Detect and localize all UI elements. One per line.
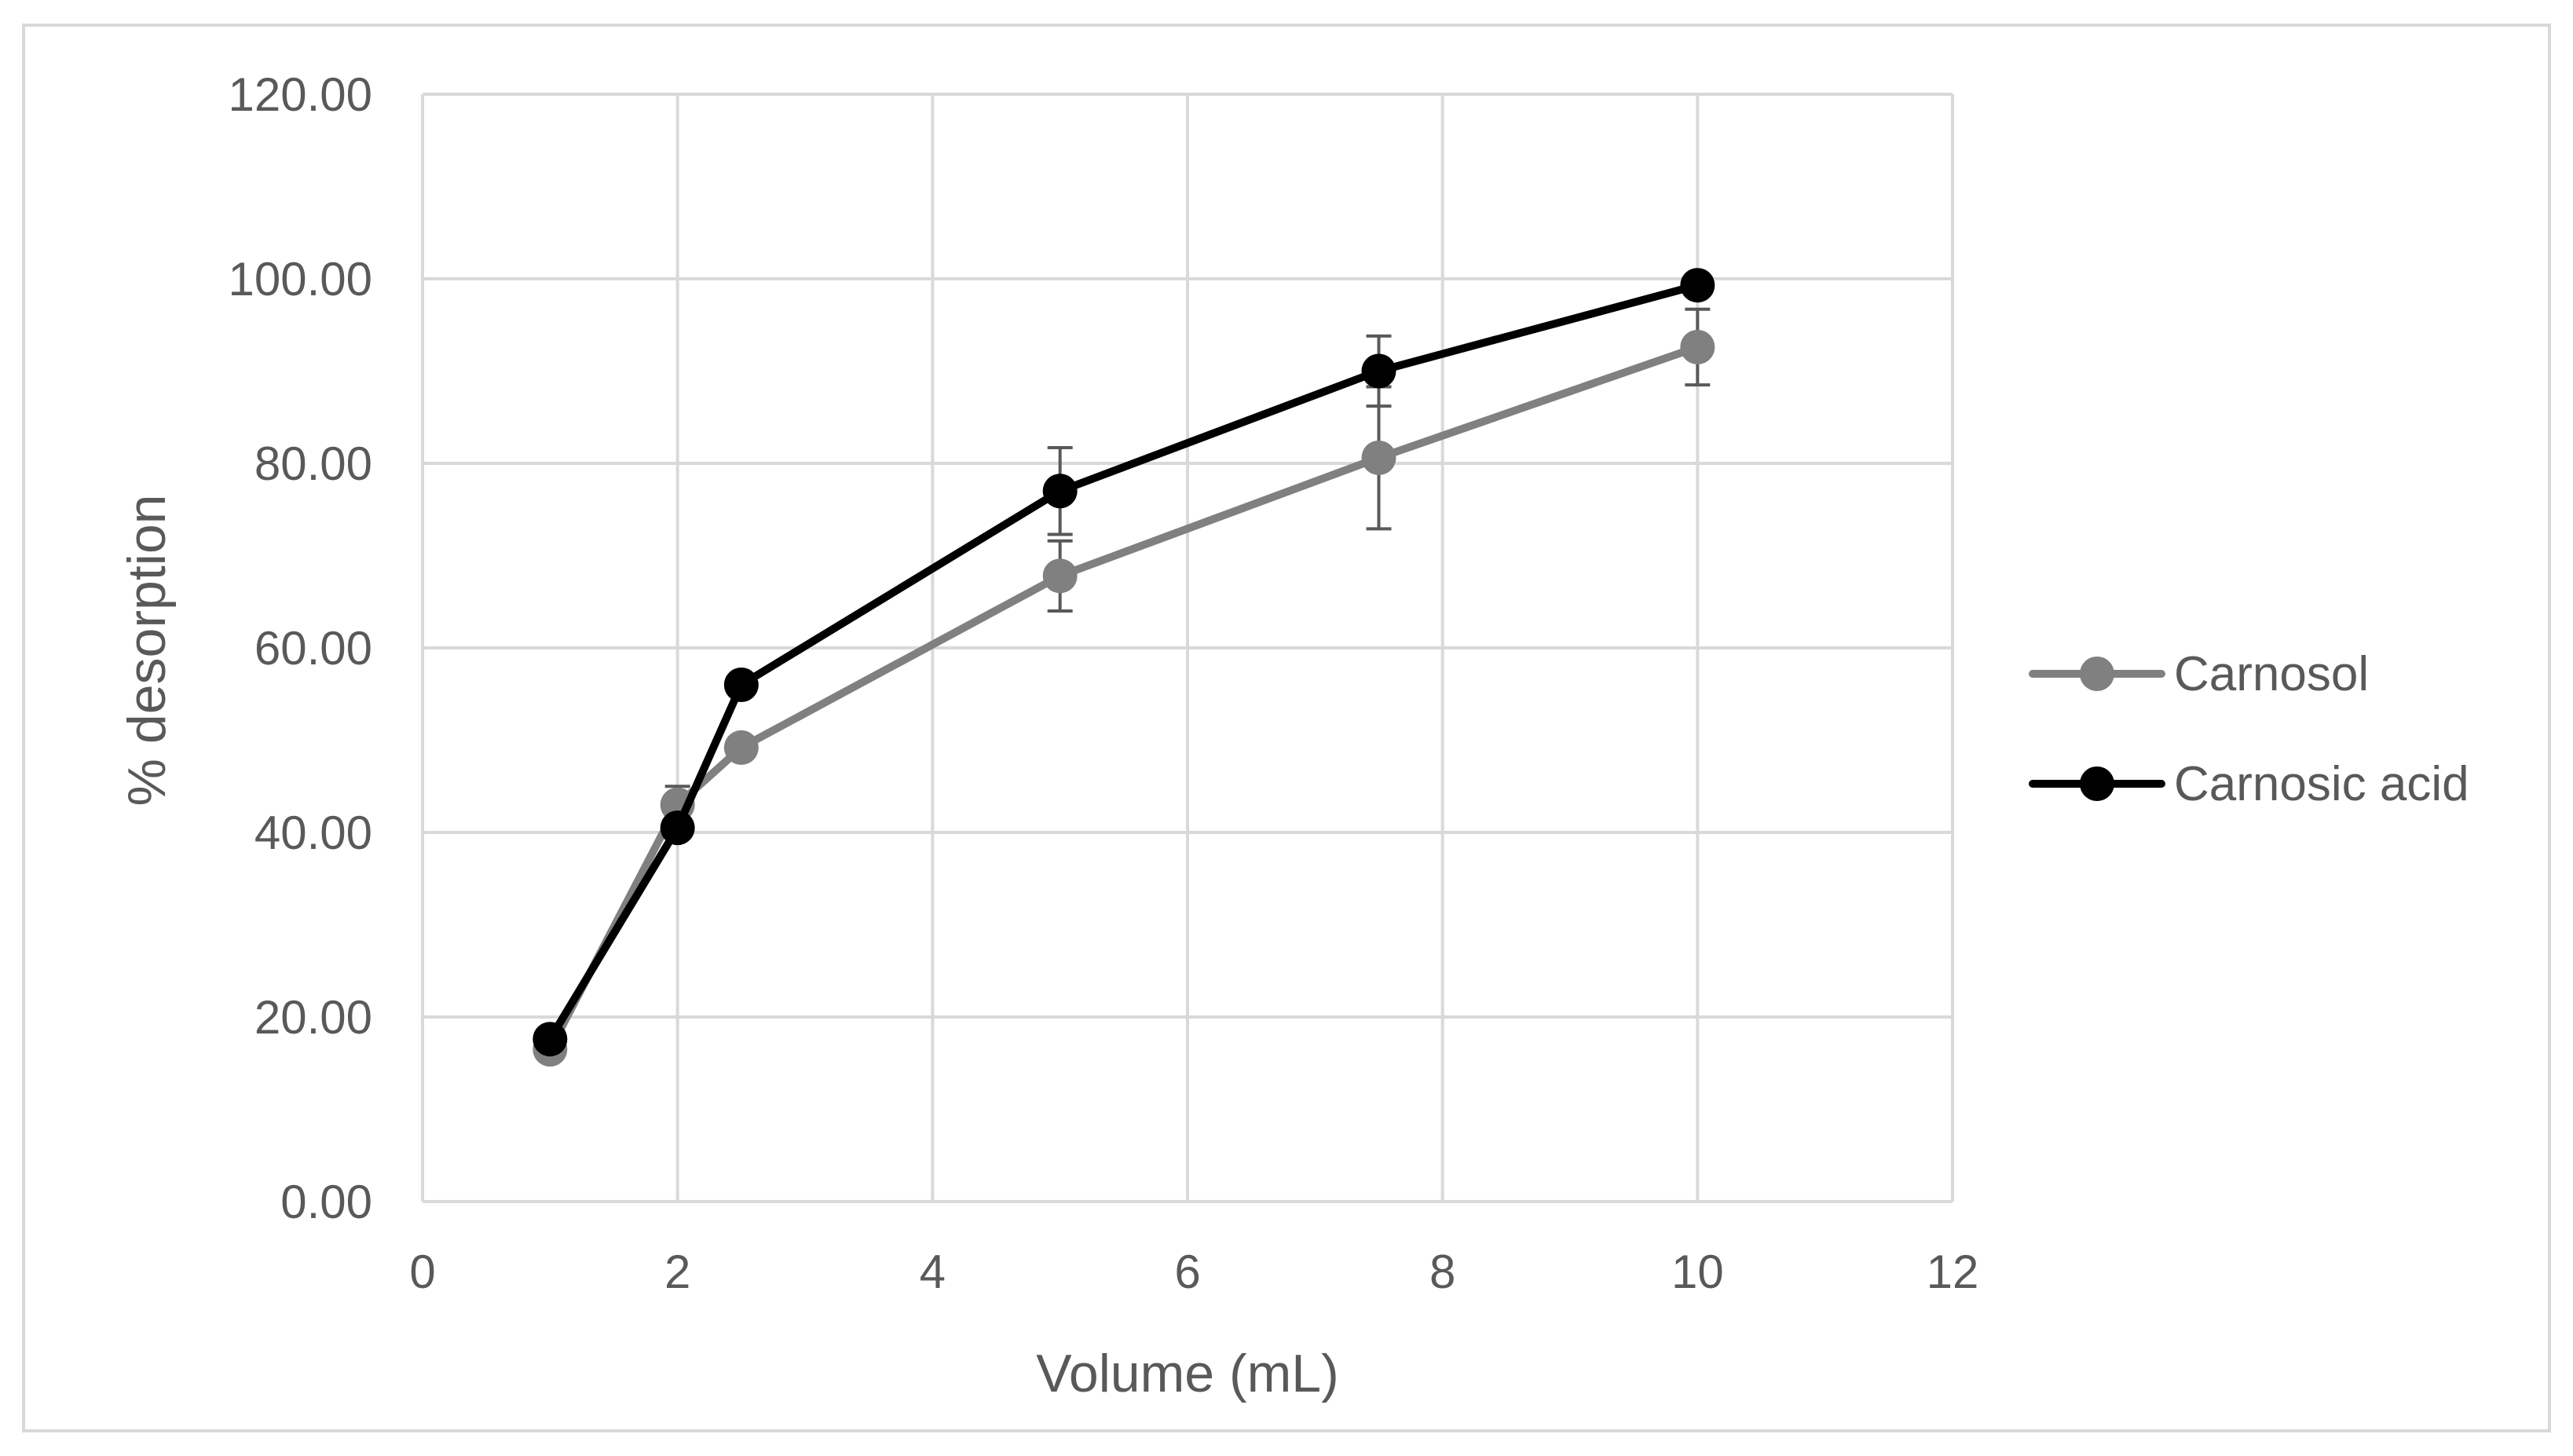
y-tick-label: 100.00	[228, 253, 372, 305]
x-tick-label: 2	[664, 1246, 690, 1298]
chart-frame	[22, 24, 2551, 1432]
y-tick-label: 0.00	[280, 1176, 372, 1228]
y-axis-title: % desorption	[117, 495, 177, 807]
data-point-carnosic-acid	[723, 668, 759, 702]
data-point-carnosic-acid	[1680, 268, 1715, 303]
legend-swatch-marker-carnosic-acid	[2080, 766, 2114, 801]
y-tick-label: 40.00	[254, 807, 372, 859]
x-tick-label: 12	[1927, 1246, 1979, 1298]
x-tick-label: 10	[1671, 1246, 1724, 1298]
y-tick-label: 120.00	[228, 68, 372, 121]
legend-swatch-marker-carnosol	[2080, 657, 2114, 691]
data-point-carnosol	[1361, 440, 1396, 475]
y-tick-label: 20.00	[254, 991, 372, 1044]
x-tick-label: 8	[1429, 1246, 1455, 1298]
data-point-carnosic-acid	[660, 810, 695, 846]
legend-label-carnosol: Carnosol	[2174, 647, 2369, 701]
data-point-carnosic-acid	[533, 1022, 568, 1057]
x-tick-labels: 0 2 4 6 8 10 12	[409, 1246, 1978, 1298]
data-point-carnosic-acid	[1361, 353, 1396, 389]
legend-item-carnosol: Carnosol	[2029, 647, 2369, 701]
series-line-carnosol	[546, 342, 1702, 1054]
y-tick-label: 60.00	[254, 622, 372, 675]
legend-label-carnosic-acid: Carnosic acid	[2174, 757, 2469, 811]
grid-lines	[421, 93, 1954, 1203]
data-point-carnosol	[1680, 329, 1715, 364]
x-tick-label: 0	[409, 1246, 435, 1298]
data-point-carnosol	[1042, 558, 1078, 594]
y-tick-labels: 0.00 20.00 40.00 60.00 80.00 100.00 120.00	[228, 68, 372, 1228]
data-point-carnosol	[723, 730, 759, 765]
y-tick-label: 80.00	[254, 437, 372, 490]
series-line-carnosic-acid	[546, 281, 1702, 1044]
data-point-carnosic-acid	[1042, 474, 1078, 509]
x-axis-title: Volume (mL)	[1036, 1344, 1338, 1403]
data-series	[533, 268, 1715, 1067]
legend-item-carnosic-acid: Carnosic acid	[2029, 757, 2469, 811]
x-tick-label: 6	[1174, 1246, 1200, 1298]
legend: Carnosol Carnosic acid	[2029, 647, 2469, 811]
x-tick-label: 4	[920, 1246, 946, 1298]
